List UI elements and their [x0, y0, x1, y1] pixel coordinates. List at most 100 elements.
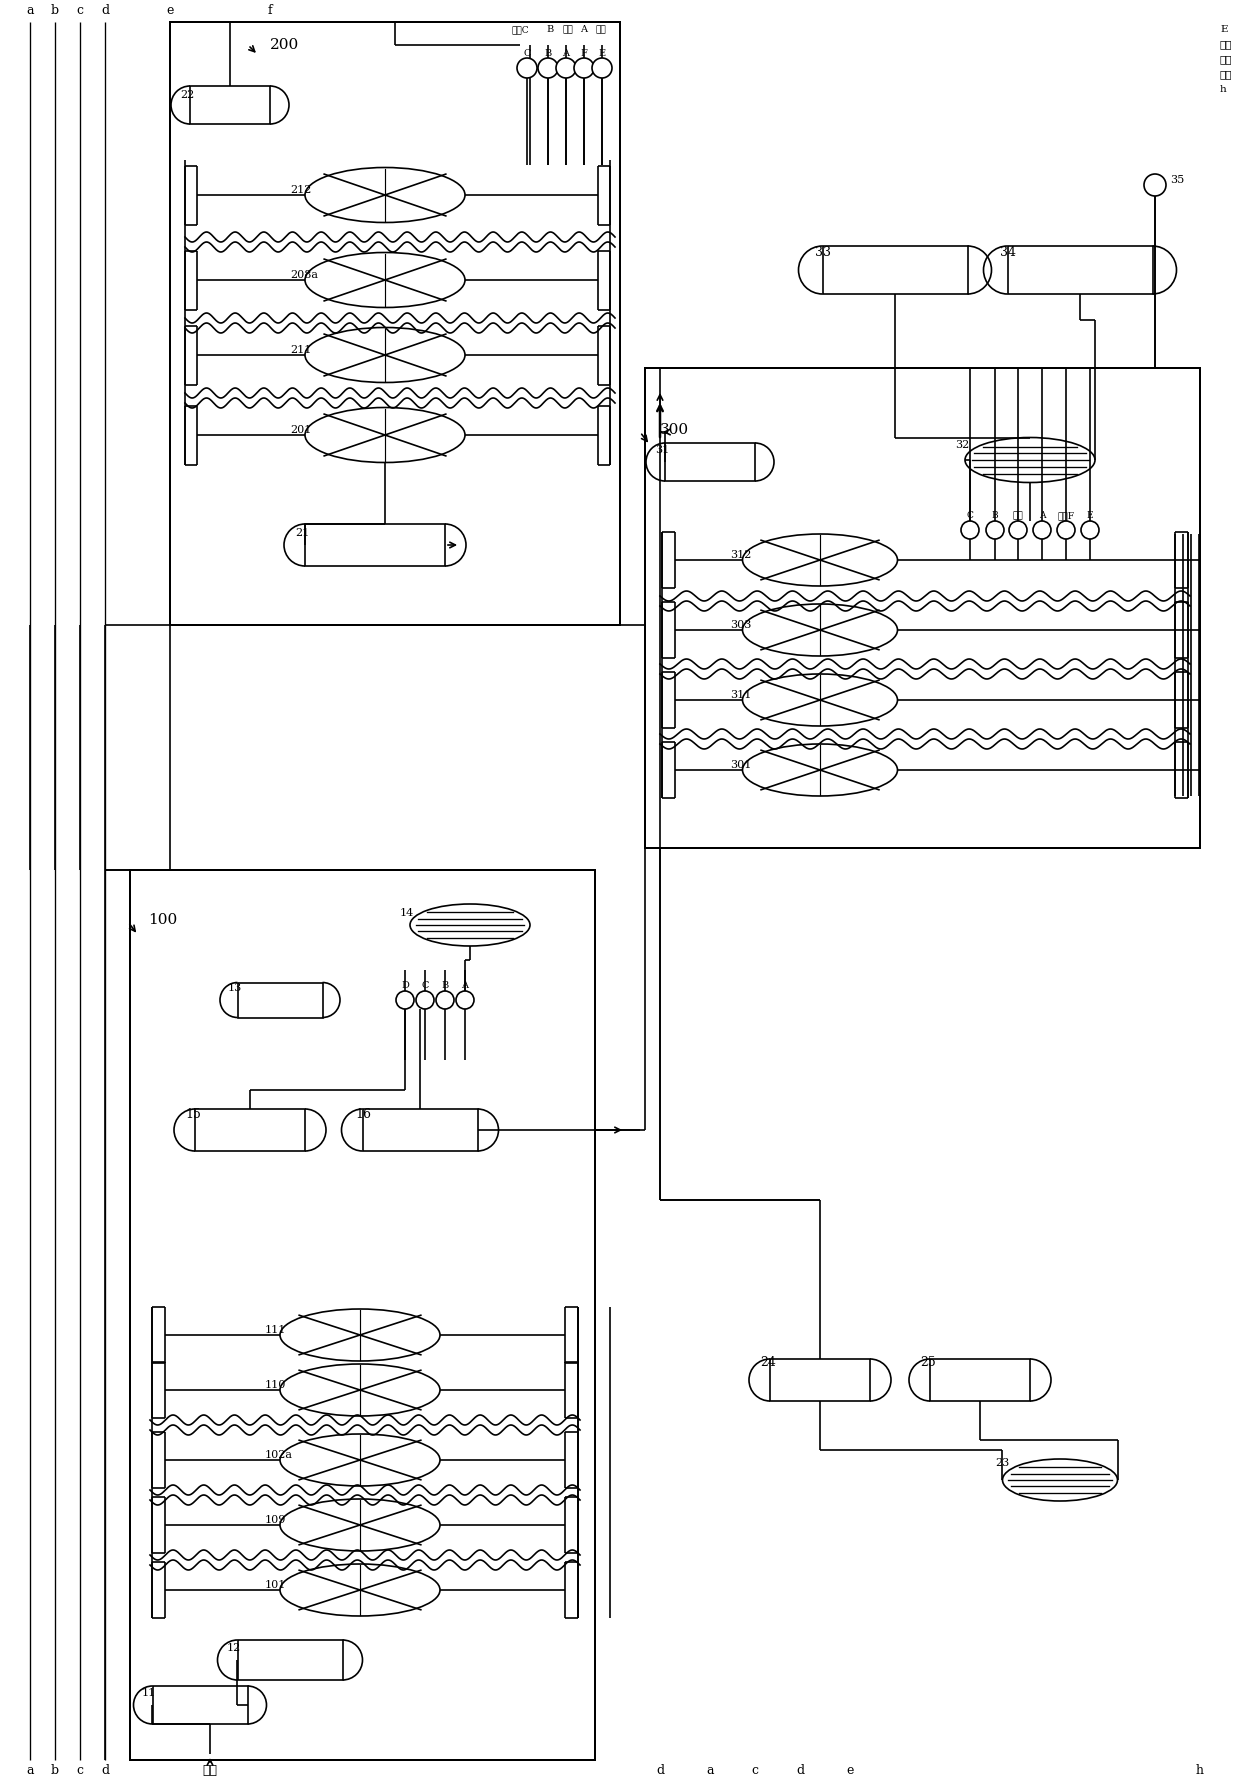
Circle shape: [1033, 521, 1052, 539]
Circle shape: [456, 991, 474, 1009]
Text: 33: 33: [815, 247, 831, 260]
Text: 11: 11: [143, 1688, 156, 1697]
Text: E: E: [1220, 25, 1228, 34]
Text: a: a: [26, 4, 33, 16]
Circle shape: [538, 59, 558, 78]
Text: 312: 312: [730, 550, 751, 560]
Circle shape: [1145, 174, 1166, 196]
Text: f: f: [268, 4, 273, 16]
Bar: [153, 1686, 248, 1724]
Ellipse shape: [743, 744, 898, 795]
Text: c: c: [77, 1763, 83, 1777]
Text: 212: 212: [290, 185, 311, 196]
Text: 13: 13: [228, 984, 242, 993]
Text: 101: 101: [265, 1580, 286, 1590]
Circle shape: [556, 59, 577, 78]
Text: 31: 31: [655, 445, 670, 455]
Ellipse shape: [280, 1309, 440, 1361]
Text: a: a: [707, 1763, 714, 1777]
Ellipse shape: [743, 674, 898, 726]
Bar: [770, 1359, 870, 1402]
Circle shape: [986, 521, 1004, 539]
Text: 25: 25: [920, 1357, 936, 1370]
Circle shape: [1056, 521, 1075, 539]
Bar: [645, 368, 1200, 849]
Text: 300: 300: [660, 423, 689, 438]
Text: A: A: [1039, 512, 1045, 521]
Circle shape: [961, 521, 980, 539]
Text: B: B: [441, 982, 449, 991]
Text: 16: 16: [355, 1108, 371, 1121]
Bar: [195, 1108, 305, 1151]
Circle shape: [415, 991, 434, 1009]
Text: e: e: [847, 1763, 853, 1777]
Bar: [190, 85, 270, 125]
Text: 解吸: 解吸: [1220, 41, 1233, 50]
Text: a: a: [26, 1763, 33, 1777]
Ellipse shape: [280, 1564, 440, 1615]
Ellipse shape: [305, 327, 465, 382]
Text: 12: 12: [227, 1644, 242, 1653]
Text: A: A: [563, 48, 569, 57]
Text: e: e: [166, 4, 174, 16]
Ellipse shape: [743, 534, 898, 585]
Text: 311: 311: [730, 690, 751, 699]
Text: 21: 21: [295, 528, 309, 537]
Text: 解吸: 解吸: [595, 25, 606, 34]
Ellipse shape: [305, 167, 465, 222]
Text: d: d: [100, 1763, 109, 1777]
Text: 34: 34: [999, 247, 1016, 260]
Text: 废料: 废料: [1220, 71, 1233, 80]
Text: E: E: [1086, 512, 1094, 521]
Text: B: B: [547, 25, 553, 34]
Bar: [170, 21, 620, 624]
Text: 111: 111: [265, 1325, 286, 1334]
Text: C: C: [422, 982, 429, 991]
Text: 211: 211: [290, 345, 311, 356]
Text: C: C: [966, 512, 973, 521]
Circle shape: [436, 991, 454, 1009]
Text: 109: 109: [265, 1516, 286, 1525]
Text: 解吸: 解吸: [1013, 512, 1023, 521]
Text: B: B: [992, 512, 998, 521]
Ellipse shape: [965, 438, 1095, 482]
Text: C: C: [523, 48, 531, 57]
Bar: [930, 1359, 1030, 1402]
Text: c: c: [751, 1763, 759, 1777]
Text: h: h: [1220, 85, 1226, 94]
Text: d: d: [656, 1763, 665, 1777]
Bar: [665, 443, 755, 480]
Text: b: b: [51, 1763, 60, 1777]
Circle shape: [574, 59, 594, 78]
Text: 解吸: 解吸: [1220, 55, 1233, 64]
Circle shape: [1081, 521, 1099, 539]
Ellipse shape: [305, 253, 465, 308]
Ellipse shape: [743, 605, 898, 656]
Text: 301: 301: [730, 760, 751, 770]
Text: F: F: [580, 48, 588, 57]
Circle shape: [591, 59, 613, 78]
Bar: [130, 870, 595, 1759]
Text: 200: 200: [270, 37, 299, 52]
Text: E: E: [599, 48, 605, 57]
Text: b: b: [51, 4, 60, 16]
Ellipse shape: [280, 1500, 440, 1551]
Text: 201: 201: [290, 425, 311, 436]
Text: A: A: [580, 25, 588, 34]
Bar: [1007, 246, 1152, 294]
Text: 原料: 原料: [202, 1763, 217, 1777]
Text: 解吸C: 解吸C: [511, 25, 528, 34]
Text: c: c: [77, 4, 83, 16]
Ellipse shape: [305, 407, 465, 463]
Text: d: d: [796, 1763, 804, 1777]
Text: 303: 303: [730, 621, 751, 630]
Circle shape: [517, 59, 537, 78]
Text: 解吸F: 解吸F: [1058, 512, 1075, 521]
Text: h: h: [1197, 1763, 1204, 1777]
Text: d: d: [100, 4, 109, 16]
Text: 110: 110: [265, 1381, 286, 1389]
Bar: [238, 982, 322, 1018]
Bar: [822, 246, 967, 294]
Text: 24: 24: [760, 1357, 776, 1370]
Text: 23: 23: [994, 1459, 1009, 1468]
